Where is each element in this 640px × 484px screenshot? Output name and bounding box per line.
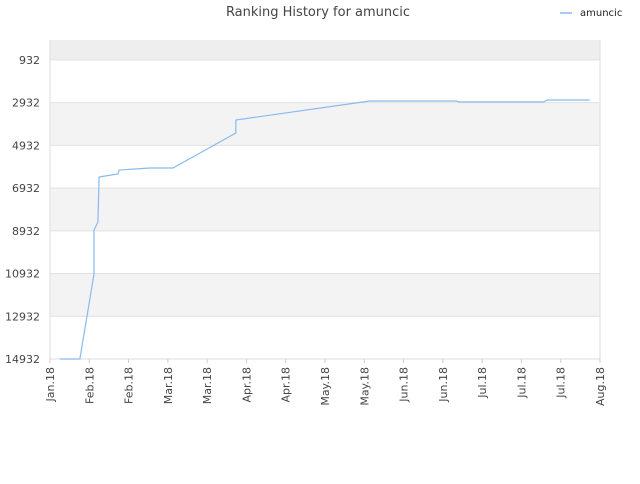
x-tick-label: Mar.18 [201,367,214,404]
y-tick-label: 10932 [5,268,40,281]
band [50,316,600,359]
band [50,59,600,103]
band [50,273,600,317]
band [50,188,600,231]
y-tick-label: 14932 [5,353,40,366]
chart-title: Ranking History for amuncic [226,5,410,20]
x-tick-label: Feb.18 [83,367,96,404]
band [50,102,600,146]
y-tick-label: 12932 [5,310,40,323]
x-tick-label: Jul.18 [476,367,489,399]
x-tick-label: Apr.18 [240,367,253,403]
x-tick-label: Jul.18 [515,367,528,399]
y-tick-label: 4932 [12,139,40,152]
x-tick-label: May.18 [358,367,371,406]
x-tick-label: May.18 [319,367,332,406]
legend-label: amuncic [580,8,622,19]
x-tick-label: Aug.18 [594,367,607,406]
x-tick-label: Feb.18 [123,367,136,404]
y-tick-label: 8932 [12,225,40,238]
x-tick-label: Jun.18 [437,367,450,403]
x-tick-label: Jul.18 [555,367,568,399]
band [50,230,600,274]
y-tick-label: 6932 [12,182,40,195]
band [50,40,600,60]
x-tick-label: Jan.18 [44,367,57,402]
x-tick-label: Mar.18 [162,367,175,404]
x-tick-label: Apr.18 [280,367,293,403]
y-tick-label: 932 [19,54,40,67]
x-tick-label: Jun.18 [398,367,411,403]
line [59,99,590,360]
band [50,145,600,189]
y-tick-label: 2932 [12,97,40,110]
